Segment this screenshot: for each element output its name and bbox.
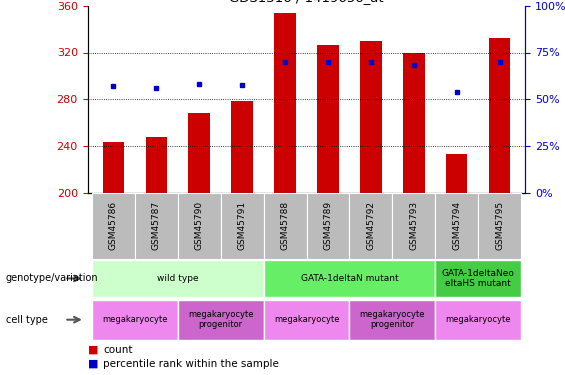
- Bar: [435, 300, 521, 339]
- Bar: [392, 193, 435, 259]
- Bar: [478, 193, 521, 259]
- Text: wild type: wild type: [157, 274, 198, 283]
- Text: percentile rank within the sample: percentile rank within the sample: [103, 359, 279, 369]
- Text: GSM45789: GSM45789: [324, 201, 332, 250]
- Bar: [146, 137, 167, 193]
- Text: count: count: [103, 345, 133, 355]
- Text: genotype/variation: genotype/variation: [6, 273, 98, 284]
- Title: GDS1316 / 1419656_at: GDS1316 / 1419656_at: [229, 0, 384, 4]
- Bar: [264, 300, 349, 339]
- Text: GSM45787: GSM45787: [152, 201, 161, 250]
- Bar: [189, 113, 210, 193]
- Bar: [178, 300, 264, 339]
- Bar: [317, 45, 338, 193]
- Bar: [178, 193, 221, 259]
- Text: GSM45790: GSM45790: [195, 201, 204, 250]
- Bar: [232, 100, 253, 193]
- Bar: [446, 154, 467, 193]
- Text: GSM45793: GSM45793: [409, 201, 418, 250]
- Text: megakaryocyte
progenitor: megakaryocyte progenitor: [188, 310, 254, 329]
- Text: GSM45786: GSM45786: [109, 201, 118, 250]
- Text: GSM45794: GSM45794: [452, 201, 461, 250]
- Bar: [307, 193, 349, 259]
- Bar: [435, 260, 521, 297]
- Text: GSM45791: GSM45791: [238, 201, 246, 250]
- Bar: [360, 41, 381, 193]
- Text: megakaryocyte: megakaryocyte: [445, 315, 511, 324]
- Text: GSM45795: GSM45795: [495, 201, 504, 250]
- Bar: [403, 53, 424, 193]
- Text: GSM45792: GSM45792: [367, 201, 375, 250]
- Text: GSM45788: GSM45788: [281, 201, 289, 250]
- Bar: [135, 193, 178, 259]
- Bar: [349, 193, 392, 259]
- Text: megakaryocyte: megakaryocyte: [102, 315, 168, 324]
- Bar: [92, 260, 264, 297]
- Bar: [349, 300, 435, 339]
- Text: ■: ■: [88, 345, 98, 355]
- Text: GATA-1deltaN mutant: GATA-1deltaN mutant: [301, 274, 398, 283]
- Bar: [264, 260, 435, 297]
- Bar: [489, 39, 510, 193]
- Text: cell type: cell type: [6, 315, 47, 325]
- Bar: [103, 142, 124, 193]
- Bar: [92, 193, 135, 259]
- Bar: [264, 193, 306, 259]
- Text: megakaryocyte
progenitor: megakaryocyte progenitor: [359, 310, 425, 329]
- Bar: [92, 300, 178, 339]
- Bar: [435, 193, 478, 259]
- Text: GATA-1deltaNeo
eltaHS mutant: GATA-1deltaNeo eltaHS mutant: [442, 269, 515, 288]
- Bar: [275, 13, 296, 193]
- Bar: [221, 193, 264, 259]
- Text: megakaryocyte: megakaryocyte: [274, 315, 339, 324]
- Text: ■: ■: [88, 359, 98, 369]
